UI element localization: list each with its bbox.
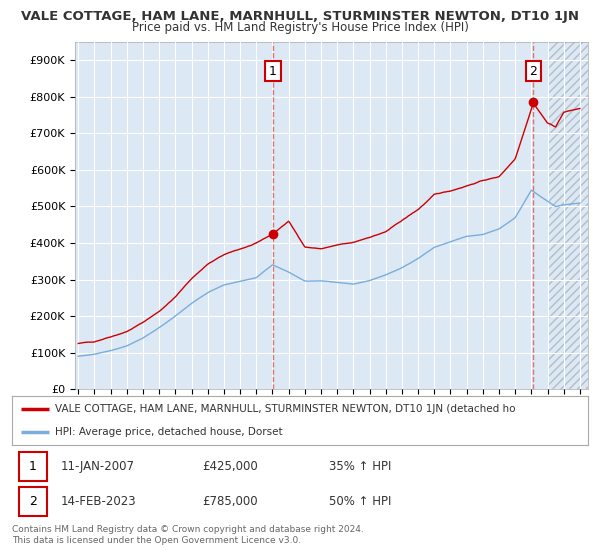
Text: Contains HM Land Registry data © Crown copyright and database right 2024.
This d: Contains HM Land Registry data © Crown c… bbox=[12, 525, 364, 545]
Text: HPI: Average price, detached house, Dorset: HPI: Average price, detached house, Dors… bbox=[55, 427, 283, 437]
FancyBboxPatch shape bbox=[19, 487, 47, 516]
Bar bbox=[548, 42, 588, 389]
Text: 35% ↑ HPI: 35% ↑ HPI bbox=[329, 460, 391, 473]
Text: 14-FEB-2023: 14-FEB-2023 bbox=[61, 495, 137, 508]
Text: 1: 1 bbox=[269, 65, 277, 78]
Text: VALE COTTAGE, HAM LANE, MARNHULL, STURMINSTER NEWTON, DT10 1JN: VALE COTTAGE, HAM LANE, MARNHULL, STURMI… bbox=[21, 10, 579, 22]
Text: 50% ↑ HPI: 50% ↑ HPI bbox=[329, 495, 391, 508]
Text: 2: 2 bbox=[29, 495, 37, 508]
Text: 2: 2 bbox=[529, 65, 537, 78]
Text: VALE COTTAGE, HAM LANE, MARNHULL, STURMINSTER NEWTON, DT10 1JN (detached ho: VALE COTTAGE, HAM LANE, MARNHULL, STURMI… bbox=[55, 404, 516, 414]
Text: 11-JAN-2007: 11-JAN-2007 bbox=[61, 460, 135, 473]
Text: £785,000: £785,000 bbox=[202, 495, 258, 508]
Text: £425,000: £425,000 bbox=[202, 460, 258, 473]
Bar bbox=[548, 42, 588, 389]
Text: Price paid vs. HM Land Registry's House Price Index (HPI): Price paid vs. HM Land Registry's House … bbox=[131, 21, 469, 34]
FancyBboxPatch shape bbox=[19, 452, 47, 480]
Text: 1: 1 bbox=[29, 460, 37, 473]
